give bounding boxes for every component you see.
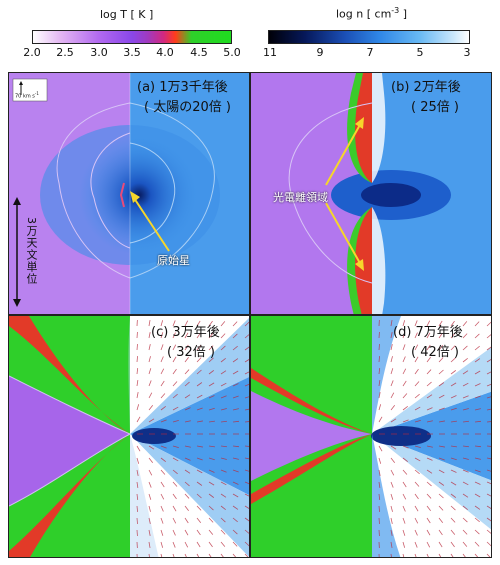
density-tick: 9 [316, 46, 324, 59]
temperature-tick: 2.5 [56, 46, 74, 59]
density-colorbar-title-text: log n [ cm [336, 7, 392, 21]
temperature-tick: 5.0 [223, 46, 241, 59]
scale-bar: 3万天文単位 [9, 197, 249, 314]
scale-bar-label: 3万天文単位 [25, 217, 38, 285]
temperature-tick: 4.0 [156, 46, 174, 59]
density-colorbar-title-close: ] [402, 7, 408, 21]
velocity-scale-exponent: -1 [34, 91, 39, 96]
velocity-scale-text: 70 km s [15, 93, 35, 100]
temperature-tick: 3.5 [123, 46, 141, 59]
density-tick: 7 [366, 46, 374, 59]
photoionized-region-label: 光電離領域 [273, 191, 328, 204]
density-tick: 5 [416, 46, 424, 59]
photoionized-arrows [325, 117, 364, 271]
temperature-colorbar-title: log T [ K ] [100, 8, 154, 21]
protostar-label: 原始星 [157, 254, 190, 267]
panel-c-image [9, 316, 249, 557]
panel-c-label: (c) 3万年後 [151, 325, 220, 340]
density-tick: 11 [263, 46, 277, 59]
velocity-scale-label: 70 km s-1 [15, 91, 39, 100]
scale-bar-arrow [13, 197, 21, 307]
density-tick: 3 [463, 46, 471, 59]
temperature-tick: 4.5 [190, 46, 208, 59]
protostar-arrow [130, 191, 170, 252]
panel-a: 70 km s-1 (a) 1万3千年後 ( 太陽の20倍 ) 原始星 3万天文… [8, 72, 250, 315]
panel-c: (c) 3万年後 ( 32倍 ) [8, 315, 250, 558]
panel-a-label: (a) 1万3千年後 [137, 80, 228, 95]
panel-b: (b) 2万年後 ( 25倍 ) 光電離領域 [250, 72, 492, 315]
temperature-tick: 2.0 [23, 46, 41, 59]
velocity-field-arrows [378, 319, 491, 557]
panel-d-image [251, 316, 491, 557]
temperature-colorbar [32, 30, 232, 44]
panel-b-label: (b) 2万年後 [391, 80, 461, 95]
panel-c-sublabel: ( 32倍 ) [167, 345, 215, 360]
panel-b-sublabel: ( 25倍 ) [411, 100, 459, 115]
temperature-tick: 3.0 [90, 46, 108, 59]
panel-d: (d) 7万年後 ( 42倍 ) [250, 315, 492, 558]
density-colorbar [268, 30, 470, 44]
panel-d-label: (d) 7万年後 [393, 325, 463, 340]
density-colorbar-title-exponent: -3 [391, 6, 400, 15]
panel-a-image [9, 73, 249, 314]
panel-d-sublabel: ( 42倍 ) [411, 345, 459, 360]
density-colorbar-title: log n [ cm-3 ] [336, 6, 407, 21]
panel-a-sublabel: ( 太陽の20倍 ) [144, 100, 231, 115]
velocity-field-arrows [136, 319, 249, 557]
